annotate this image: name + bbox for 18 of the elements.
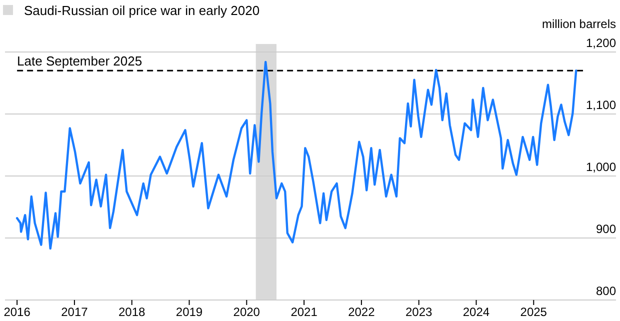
y-tick-label: 1,000 xyxy=(586,160,616,174)
x-tick-label: 2021 xyxy=(290,305,318,319)
y-tick-label: 1,100 xyxy=(586,98,616,112)
x-tick-label: 2017 xyxy=(61,305,88,319)
y-tick-label: 1,200 xyxy=(586,36,616,50)
x-tick-label: 2016 xyxy=(4,305,31,319)
y-tick-label: 900 xyxy=(596,222,616,236)
y-axis-title: million barrels xyxy=(542,17,616,31)
y-tick-label: 800 xyxy=(596,284,616,298)
legend-label: Saudi-Russian oil price war in early 2020 xyxy=(24,3,260,18)
x-tick-label: 2023 xyxy=(405,305,433,319)
x-tick-label: 2018 xyxy=(118,305,146,319)
x-tick-label: 2022 xyxy=(348,305,376,319)
ref-line-label: Late September 2025 xyxy=(17,54,142,69)
x-tick-label: 2019 xyxy=(176,305,203,319)
x-tick-label: 2020 xyxy=(233,305,260,319)
x-tick-label: 2025 xyxy=(520,305,548,319)
x-tick-label: 2024 xyxy=(462,305,490,319)
